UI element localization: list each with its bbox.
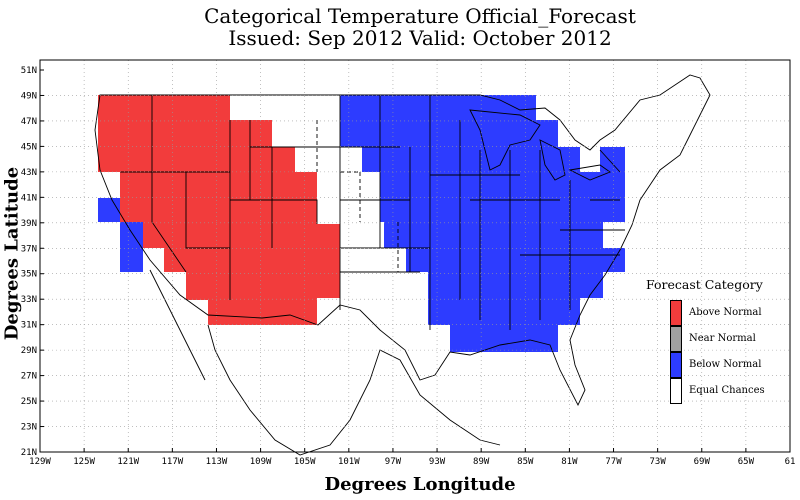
legend-item: Below Normal bbox=[670, 352, 790, 378]
x-tick-label: 121W bbox=[117, 457, 139, 467]
equal-chances-wa-cutout bbox=[98, 172, 120, 198]
equal-chances-nv-cutout bbox=[143, 248, 164, 272]
great-lakes bbox=[469, 109, 611, 181]
y-tick-label: 47N bbox=[21, 117, 37, 127]
x-tick-label: 105W bbox=[294, 457, 316, 467]
map-title-line1: Categorical Temperature Official_Forecas… bbox=[204, 4, 636, 28]
us-outline bbox=[94, 74, 711, 407]
legend-label: Near Normal bbox=[689, 333, 756, 344]
x-tick-label: 117W bbox=[162, 457, 184, 467]
dashed-state-line bbox=[230, 94, 399, 272]
y-tick-label: 23N bbox=[21, 423, 37, 433]
above-normal-region bbox=[98, 95, 340, 325]
legend-title: Forecast Category bbox=[646, 277, 763, 292]
y-axis-label: Degrees Latitude bbox=[1, 166, 23, 341]
legend-swatch bbox=[670, 300, 682, 326]
mexico-coast bbox=[207, 324, 501, 456]
y-tick-label: 39N bbox=[21, 219, 37, 229]
map-title-line2: Issued: Sep 2012 Valid: October 2012 bbox=[228, 26, 612, 50]
y-tick-label: 33N bbox=[21, 295, 37, 305]
y-tick-label: 27N bbox=[21, 372, 37, 382]
legend-label: Above Normal bbox=[689, 307, 762, 318]
below-normal-oregon-coast bbox=[98, 198, 120, 222]
x-tick-label: 81W bbox=[561, 457, 578, 467]
plot-frame bbox=[39, 59, 791, 453]
y-tick-label: 49N bbox=[21, 91, 37, 101]
baja-coast bbox=[149, 269, 206, 381]
grid-lines bbox=[40, 60, 790, 452]
x-tick-label: 65W bbox=[738, 457, 755, 467]
y-tick-label: 43N bbox=[21, 168, 37, 178]
legend-swatch bbox=[670, 326, 682, 352]
legend-label: Equal Chances bbox=[689, 385, 765, 396]
y-tick-label: 31N bbox=[21, 321, 37, 331]
x-tick-label: 97W bbox=[385, 457, 402, 467]
x-tick-label: 77W bbox=[605, 457, 622, 467]
y-tick-label: 21N bbox=[21, 448, 37, 458]
y-tick-label: 51N bbox=[21, 66, 37, 76]
x-tick-label: 129W bbox=[29, 457, 51, 467]
x-tick-label: 69W bbox=[694, 457, 711, 467]
legend-swatch bbox=[670, 378, 682, 404]
y-tick-label: 35N bbox=[21, 270, 37, 280]
legend-label: Below Normal bbox=[689, 359, 762, 370]
x-tick-label: 85W bbox=[517, 457, 534, 467]
below-normal-region bbox=[340, 95, 625, 352]
x-axis-label: Degrees Longitude bbox=[324, 474, 516, 495]
y-tick-label: 45N bbox=[21, 142, 37, 152]
below-normal-california-coast bbox=[120, 222, 143, 272]
x-tick-label: 89W bbox=[473, 457, 490, 467]
legend-swatch bbox=[670, 352, 682, 378]
y-tick-label: 29N bbox=[21, 346, 37, 356]
y-tick-label: 25N bbox=[21, 397, 37, 407]
x-tick-label: 113W bbox=[206, 457, 228, 467]
x-tick-label: 61 bbox=[785, 457, 796, 467]
legend-item: Equal Chances bbox=[670, 378, 790, 404]
state-boundaries bbox=[94, 74, 711, 456]
map-axes: 129W 125W 121W 117W 113W 109W 105W 101W 97W 93W 89… bbox=[21, 59, 796, 467]
x-tick-label: 93W bbox=[429, 457, 446, 467]
x-tick-label: 101W bbox=[338, 457, 360, 467]
x-tick-label: 73W bbox=[650, 457, 667, 467]
y-tick-label: 37N bbox=[21, 244, 37, 254]
y-tick-label: 41N bbox=[21, 193, 37, 203]
legend-item: Above Normal bbox=[670, 300, 790, 326]
forecast-regions bbox=[98, 95, 625, 352]
x-tick-label: 125W bbox=[73, 457, 95, 467]
x-tick-label: 109W bbox=[250, 457, 272, 467]
legend-item: Near Normal bbox=[670, 326, 790, 352]
